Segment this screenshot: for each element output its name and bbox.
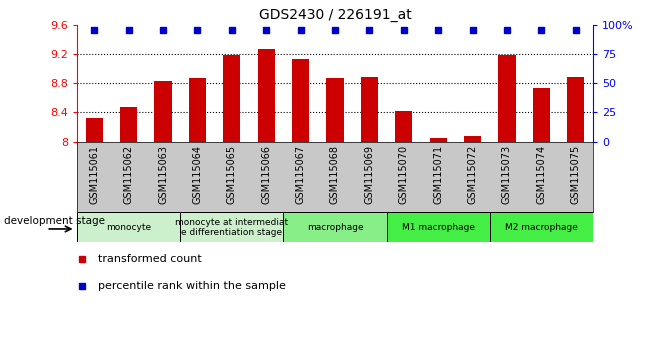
Text: GSM115067: GSM115067 xyxy=(295,145,306,204)
Bar xyxy=(77,212,180,242)
Text: GSM115070: GSM115070 xyxy=(399,145,409,204)
Bar xyxy=(533,88,550,142)
Text: transformed count: transformed count xyxy=(98,254,202,264)
Text: GSM115074: GSM115074 xyxy=(537,145,546,204)
Title: GDS2430 / 226191_at: GDS2430 / 226191_at xyxy=(259,8,411,22)
Bar xyxy=(189,78,206,142)
Bar xyxy=(490,212,593,242)
Text: GSM115066: GSM115066 xyxy=(261,145,271,204)
Bar xyxy=(395,111,413,142)
Text: GSM115069: GSM115069 xyxy=(364,145,375,204)
Bar xyxy=(360,77,378,142)
Text: M1 macrophage: M1 macrophage xyxy=(402,223,474,232)
Text: GSM115062: GSM115062 xyxy=(124,145,133,204)
Bar xyxy=(223,55,241,142)
Bar xyxy=(86,118,103,142)
Text: development stage: development stage xyxy=(4,216,105,226)
Bar xyxy=(326,78,344,142)
Text: macrophage: macrophage xyxy=(307,223,363,232)
Bar xyxy=(154,81,172,142)
Text: GSM115073: GSM115073 xyxy=(502,145,512,204)
Text: GSM115068: GSM115068 xyxy=(330,145,340,204)
Bar xyxy=(567,76,584,142)
Bar xyxy=(283,212,387,242)
Text: monocyte: monocyte xyxy=(106,223,151,232)
Bar xyxy=(180,212,283,242)
Text: percentile rank within the sample: percentile rank within the sample xyxy=(98,281,285,291)
Text: GSM115075: GSM115075 xyxy=(571,145,581,204)
Bar xyxy=(464,137,481,142)
Text: GSM115071: GSM115071 xyxy=(433,145,443,204)
Text: M2 macrophage: M2 macrophage xyxy=(505,223,578,232)
Bar xyxy=(292,59,309,142)
Text: GSM115072: GSM115072 xyxy=(468,145,478,204)
Bar xyxy=(120,107,137,142)
Bar xyxy=(429,138,447,142)
Bar xyxy=(257,49,275,142)
Text: GSM115064: GSM115064 xyxy=(192,145,202,204)
Text: GSM115063: GSM115063 xyxy=(158,145,168,204)
Text: GSM115065: GSM115065 xyxy=(227,145,237,204)
Text: monocyte at intermediat
e differentiation stage: monocyte at intermediat e differentiatio… xyxy=(176,218,288,237)
Bar xyxy=(387,212,490,242)
Bar xyxy=(498,55,516,142)
Text: GSM115061: GSM115061 xyxy=(89,145,99,204)
